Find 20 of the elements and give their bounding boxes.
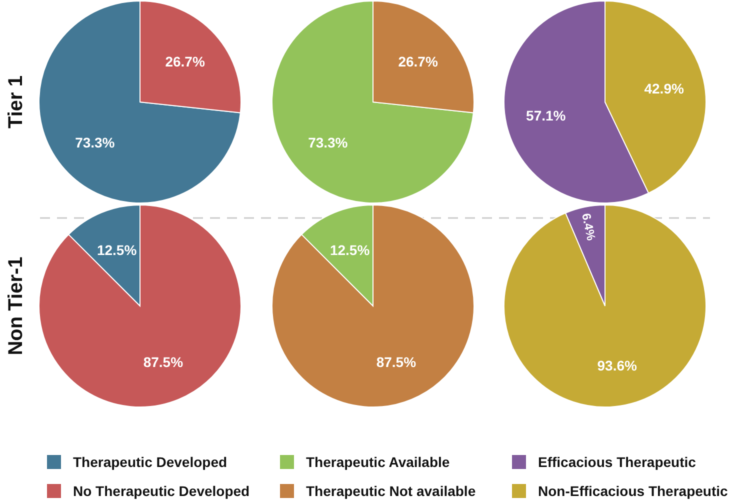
legend-label: Therapeutic Not available [306, 483, 476, 499]
data-label: 93.6% [597, 357, 638, 374]
legend-label: Non-Efficacious Therapeutic [538, 483, 728, 499]
data-label: 73.3% [75, 134, 116, 150]
data-label: 6.4% [579, 212, 598, 242]
data-label: 87.5% [376, 354, 417, 370]
data-label: 57.1% [526, 107, 566, 124]
legend-label: No Therapeutic Developed [73, 483, 250, 499]
data-label: 26.7% [165, 53, 206, 70]
data-label: 26.7% [398, 53, 438, 70]
legend-label: Therapeutic Developed [73, 454, 228, 470]
data-label: 87.5% [143, 354, 184, 370]
legend-label: Therapeutic Available [306, 454, 450, 470]
legend-label: Efficacious Therapeutic [538, 454, 696, 470]
text: Tier 1 [5, 76, 27, 128]
data-label: 12.5% [96, 242, 138, 258]
text: Non Tier-1 [5, 256, 27, 356]
data-label: 12.5% [330, 242, 370, 258]
data-label: 73.3% [308, 134, 348, 150]
data-label: 42.9% [644, 80, 684, 96]
